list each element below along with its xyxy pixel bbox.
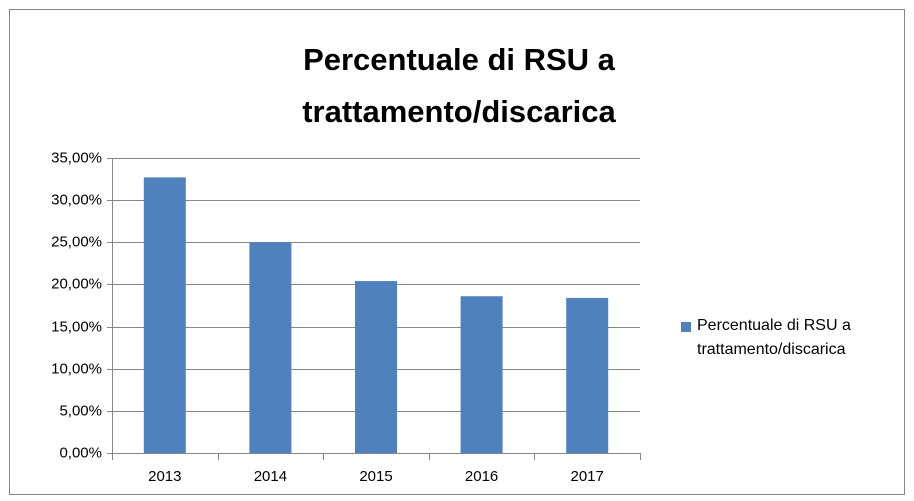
x-tick-label: 2015 — [359, 468, 392, 485]
bar — [566, 297, 609, 453]
y-tick-label: 35,00% — [51, 149, 102, 166]
y-tick-label: 10,00% — [51, 360, 102, 377]
bar — [460, 296, 503, 453]
x-tick-label: 2013 — [148, 468, 181, 485]
bar — [355, 281, 397, 453]
y-tick-label: 25,00% — [51, 233, 102, 250]
y-tick-label: 20,00% — [51, 275, 102, 292]
x-tick-label: 2017 — [571, 468, 604, 485]
legend: Percentuale di RSU a trattamento/discari… — [681, 314, 901, 362]
y-tick-label: 15,00% — [51, 318, 102, 335]
y-tick-label: 0,00% — [59, 444, 102, 461]
legend-label: Percentuale di RSU a trattamento/discari… — [697, 317, 851, 358]
y-tick-label: 5,00% — [59, 402, 102, 419]
legend-key — [681, 322, 691, 332]
y-tick-label: 30,00% — [51, 191, 102, 208]
chart-title: Percentuale di RSU a trattamento/discari… — [302, 42, 616, 129]
bar — [249, 242, 292, 453]
bar — [143, 177, 186, 453]
x-tick-label: 2014 — [254, 468, 287, 485]
x-tick-label: 2016 — [465, 468, 498, 485]
